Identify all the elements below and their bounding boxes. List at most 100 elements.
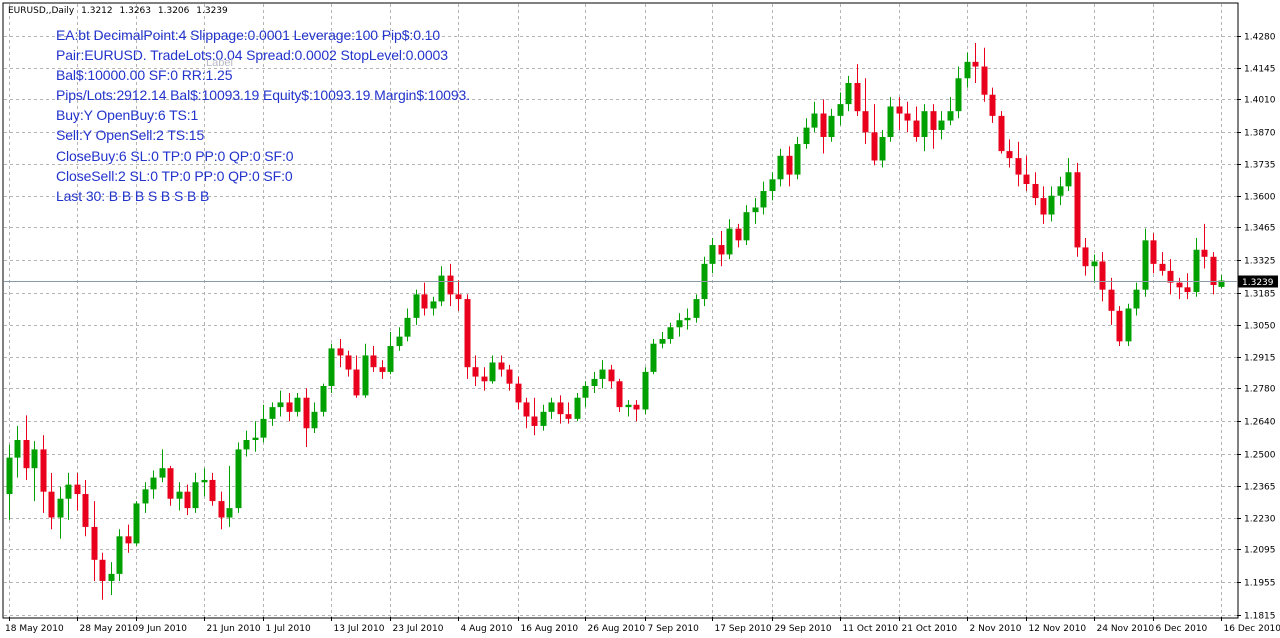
y-tick-label: 1.3735	[1244, 161, 1276, 171]
candle-body-bull	[1048, 195, 1055, 215]
candle-body-bear	[913, 120, 920, 138]
last-30-line: Last 30: B B B S B S B B	[56, 187, 210, 204]
candle-body-bear	[125, 536, 132, 544]
y-tick-label: 1.2095	[1244, 546, 1276, 556]
candle-body-bear	[506, 369, 513, 384]
candle-body-bear	[353, 369, 360, 396]
candle-body-bear	[854, 82, 861, 112]
x-tick-label: 12 Nov 2010	[1029, 624, 1087, 634]
candle-body-bear	[1082, 247, 1089, 267]
candle-body-bear	[718, 245, 725, 255]
candle-body-bear	[167, 468, 174, 499]
y-axis: 1.4280 1.4145 1.4010 1.3870 1.3735 1.3600 1.34…	[1237, 33, 1276, 622]
candle-body-bear	[930, 111, 937, 130]
candle-body-bull	[159, 468, 166, 478]
candle-body-bull	[57, 498, 64, 518]
candle-body-bull	[489, 362, 496, 382]
x-tick-label: 24 Nov 2010	[1097, 624, 1155, 634]
ohlc-open: 1.3212	[81, 6, 113, 16]
y-tick-label: 1.3465	[1244, 224, 1276, 234]
x-tick-label: 23 Jul 2010	[393, 624, 444, 634]
candle-body-bull	[6, 457, 13, 495]
y-tick-label: 1.2915	[1244, 354, 1276, 364]
buy-status-line: Buy:Y OpenBuy:6 TS:1	[56, 107, 199, 124]
candle-body-bear	[1074, 172, 1081, 248]
candle-body-bull	[404, 317, 411, 337]
symbol-header: EURUSD,,Daily 1.3212 1.3263 1.3206 1.323…	[8, 6, 232, 16]
candle-body-bear	[1176, 282, 1183, 288]
candle-body-bull	[31, 449, 38, 469]
x-tick-label: 21 Oct 2010	[902, 624, 958, 634]
candle-body-bull	[387, 346, 394, 372]
candle-body-bull	[133, 503, 140, 544]
candle-body-bull	[260, 418, 267, 438]
candle-body-bear	[184, 491, 191, 509]
candle-body-bull	[650, 343, 657, 372]
candle-body-bull	[625, 404, 632, 408]
candle-body-bull	[430, 301, 437, 309]
candle-body-bear	[1099, 261, 1106, 290]
candle-body-bull	[845, 82, 852, 105]
candle-body-bear	[820, 113, 827, 138]
candle-body-bear	[421, 294, 428, 309]
candle-body-bull	[14, 440, 21, 458]
candle-body-bear	[464, 299, 471, 368]
candle-body-bear	[515, 383, 522, 403]
candle-body-bear	[99, 559, 106, 581]
close-sell-line: CloseSell:2 SL:0 TP:0 PP:0 QP:0 SF:0	[56, 167, 293, 184]
candle-body-bear	[735, 228, 742, 241]
candle-body-bear	[786, 155, 793, 175]
candle-body-bear	[447, 275, 454, 295]
price-marker-label: 1.3239	[1242, 278, 1274, 288]
close-buy-line: CloseBuy:6 SL:0 TP:0 PP:0 QP:0 SF:0	[56, 147, 294, 164]
candle-body-bull	[150, 477, 157, 490]
candlestick-series	[6, 43, 1225, 600]
candle-body-bull	[252, 437, 259, 441]
x-tick-label: 6 Dec 2010	[1156, 624, 1208, 634]
y-tick-label: 1.3050	[1244, 322, 1276, 332]
candle-body-bear	[608, 369, 615, 382]
candle-body-bull	[65, 484, 72, 499]
candle-body-bear	[1032, 183, 1039, 199]
x-tick-label: 18 May 2010	[5, 624, 64, 634]
plot-frame	[2, 2, 1239, 619]
candle-body-bear	[1159, 263, 1166, 271]
candle-body-bear	[74, 484, 81, 495]
y-tick-label: 1.4010	[1244, 96, 1276, 106]
candle-body-bear	[1040, 198, 1047, 215]
candle-body-bull	[269, 407, 276, 419]
ohlc-high: 1.3263	[119, 6, 152, 16]
x-tick-label: 7 Sep 2010	[648, 624, 700, 634]
x-tick-label: 4 Aug 2010	[461, 624, 513, 634]
price-marker-box	[1238, 275, 1278, 288]
candle-body-bear	[472, 367, 479, 377]
candle-body-bear	[862, 111, 869, 133]
sell-status-line: Sell:Y OpenSell:2 TS:15	[56, 127, 205, 144]
pips-equity-line: Pips/Lots:2912.14 Bal$:10093.19 Equity$:…	[56, 87, 471, 104]
candle-body-bull	[676, 320, 683, 328]
candle-body-bull	[777, 155, 784, 180]
candle-body-bull	[328, 348, 335, 386]
y-tick-label: 1.3870	[1244, 129, 1276, 139]
candle-body-bull	[294, 397, 301, 412]
candle-body-bull	[235, 449, 242, 509]
candle-body-bear	[972, 61, 979, 67]
candle-body-bear	[1116, 310, 1123, 342]
x-tick-label: 11 Oct 2010	[843, 624, 899, 634]
candle-body-bear	[286, 402, 293, 412]
candle-body-bear	[345, 355, 352, 370]
candle-body-bull	[599, 369, 606, 379]
candle-body-bull	[760, 191, 767, 208]
candle-body-bull	[955, 78, 962, 112]
label-object[interactable]: Label	[206, 57, 233, 69]
x-tick-label: 26 Aug 2010	[588, 624, 646, 634]
ohlc-low: 1.3206	[157, 6, 190, 16]
candle-body-bear	[209, 479, 216, 502]
candle-body-bull	[667, 327, 674, 340]
x-tick-label: 16 Dec 2010	[1224, 624, 1280, 634]
x-tick-label: 1 Jul 2010	[266, 624, 311, 634]
candle-body-bull	[811, 113, 818, 128]
y-tick-label: 1.2230	[1244, 515, 1276, 525]
